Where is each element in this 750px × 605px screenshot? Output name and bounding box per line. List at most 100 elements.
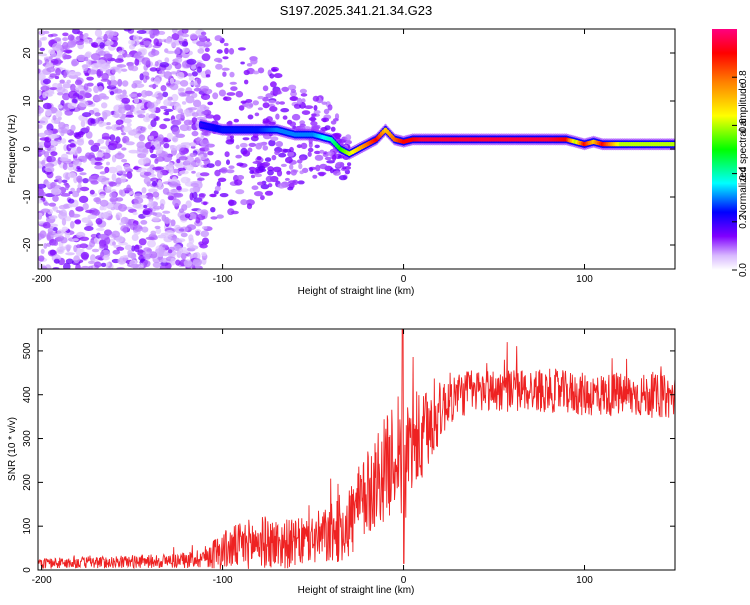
noise-blob [46, 62, 54, 67]
noise-blob [60, 193, 71, 197]
noise-blob [38, 199, 43, 204]
noise-blob [98, 85, 103, 92]
noise-blob [185, 95, 195, 104]
spectrogram-x-tick-label: -200 [32, 274, 52, 285]
scatter-blob [240, 100, 247, 104]
noise-blob [136, 103, 146, 109]
noise-blob [43, 151, 50, 158]
scatter-blob [226, 92, 236, 96]
noise-blob [155, 227, 162, 235]
noise-blob [162, 210, 171, 214]
noise-blob [157, 179, 163, 188]
noise-blob [107, 166, 118, 174]
noise-blob [158, 70, 165, 75]
scatter-blob [314, 154, 324, 161]
noise-blob [70, 187, 75, 192]
noise-blob [65, 50, 72, 54]
scatter-blob [267, 166, 274, 172]
noise-blob [123, 29, 132, 32]
noise-blob [68, 162, 74, 168]
noise-blob [81, 217, 91, 224]
scatter-blob [281, 86, 290, 92]
scatter-blob [319, 163, 328, 170]
scatter-blob [338, 175, 348, 181]
noise-blob [46, 155, 56, 163]
scatter-blob [251, 167, 256, 172]
noise-blob [71, 238, 79, 242]
noise-blob [122, 126, 133, 133]
scatter-blob [276, 169, 283, 177]
scatter-blob [331, 154, 337, 162]
noise-blob [82, 64, 89, 71]
scatter-blob [236, 175, 245, 180]
noise-blob [68, 202, 74, 208]
noise-blob [84, 72, 90, 77]
noise-blob [132, 128, 139, 132]
noise-blob [152, 216, 160, 222]
scatter-blob [267, 169, 274, 176]
scatter-blob [252, 161, 262, 164]
noise-blob [181, 33, 190, 38]
scatter-blob [265, 175, 274, 183]
noise-blob [62, 70, 67, 79]
noise-blob [129, 263, 140, 269]
noise-blob [184, 213, 191, 219]
scatter-blob [307, 151, 312, 157]
noise-blob [39, 137, 50, 141]
noise-blob [38, 68, 41, 74]
noise-blob [179, 170, 189, 175]
noise-blob [136, 51, 142, 56]
noise-blob [150, 153, 158, 159]
scatter-blob [291, 113, 301, 121]
noise-blob [148, 251, 158, 259]
noise-blob [199, 172, 210, 177]
noise-blob [38, 89, 42, 97]
noise-blob [67, 198, 75, 204]
noise-blob [118, 203, 127, 212]
snr-x-tick-label: -100 [213, 575, 233, 586]
noise-blob [74, 71, 82, 77]
colorbar-ticks: 0.0 0.2 0.4 0.6 0.8 [732, 70, 749, 277]
scatter-blob [257, 95, 265, 100]
scatter-blob [225, 169, 235, 174]
noise-blob [52, 206, 59, 212]
noise-blob [198, 193, 205, 199]
noise-blob [42, 78, 51, 85]
scatter-blob [292, 179, 299, 185]
noise-blob [195, 230, 201, 236]
scatter-blob [254, 112, 260, 117]
noise-blob [52, 115, 57, 121]
noise-blob [101, 72, 109, 81]
noise-blob [181, 29, 189, 34]
noise-blob [131, 82, 138, 89]
noise-blob [47, 34, 54, 38]
scatter-blob [330, 126, 336, 132]
scatter-blob [215, 82, 224, 88]
noise-blob [114, 110, 119, 115]
noise-blob [145, 75, 150, 80]
noise-blob [70, 213, 81, 218]
noise-blob [150, 119, 157, 128]
scatter-blob [235, 154, 242, 159]
noise-blob [138, 134, 146, 142]
noise-blob [168, 189, 179, 193]
noise-blob [146, 102, 155, 109]
noise-blob [116, 64, 127, 68]
noise-blob [51, 134, 60, 139]
noise-blob [134, 244, 140, 253]
noise-blob [137, 114, 146, 119]
noise-blob [156, 92, 164, 101]
noise-blob [85, 131, 93, 139]
noise-blob [180, 252, 187, 260]
scatter-blob [227, 199, 237, 206]
noise-blob [172, 198, 181, 207]
scatter-blob [224, 151, 230, 158]
noise-blob [120, 94, 128, 99]
noise-blob [39, 230, 47, 239]
noise-blob [138, 238, 147, 246]
noise-blob [185, 109, 190, 118]
noise-blob [191, 130, 199, 137]
noise-blob [69, 71, 76, 76]
noise-blob [189, 187, 196, 194]
noise-blob [152, 166, 162, 171]
